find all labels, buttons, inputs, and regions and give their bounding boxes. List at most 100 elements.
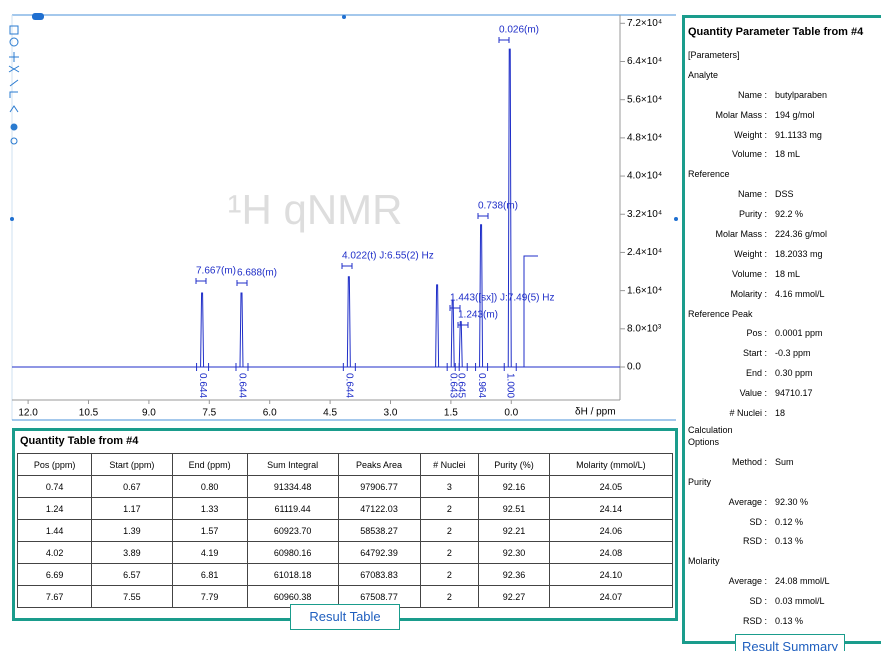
table-cell: 2 xyxy=(419,541,480,564)
summary-value: 18.2033 mg xyxy=(775,248,823,259)
table-cell: 1.24 xyxy=(16,497,93,520)
table-cell: 64792.39 xyxy=(337,541,421,564)
x-axis-label: δH / ppm xyxy=(575,407,616,418)
toolbar[interactable] xyxy=(8,25,20,145)
badge[interactable] xyxy=(32,13,44,20)
table-cell: 0.67 xyxy=(91,475,173,498)
peak-bracket xyxy=(195,278,207,284)
summary-value: DSS xyxy=(775,189,794,200)
table-cell: 7.67 xyxy=(16,585,93,608)
summary-value: 0.13 % xyxy=(775,616,804,627)
summary-row: RSD : 0.13 % xyxy=(685,532,881,552)
result-table-tab[interactable]: Result Table xyxy=(290,604,400,630)
integral-label: 0.645 xyxy=(456,373,467,398)
table-row: 1.44 1.39 1.57 60923.70 58538.27 2 92.21 24.06 xyxy=(16,519,674,542)
table-cell: 1.39 xyxy=(91,519,173,542)
summary-row: Start : -0.3 ppm xyxy=(685,344,881,364)
y-tick-label: 4.8×10⁴ xyxy=(627,133,662,144)
summary-key: Purity : xyxy=(738,209,767,220)
peak xyxy=(435,284,440,368)
summary-value: 24.08 mmol/L xyxy=(775,576,830,587)
summary-row: Purity : 92.2 % xyxy=(685,205,881,225)
summary-key: Weight : xyxy=(734,248,767,259)
table-cell: 2 xyxy=(419,519,480,542)
table-cell: 24.07 xyxy=(548,585,674,608)
peak xyxy=(450,299,455,368)
table-cell: 6.81 xyxy=(171,563,248,586)
summary-value: 0.13 % xyxy=(775,536,804,547)
table-cell: 24.05 xyxy=(548,475,674,498)
table-cell: 4.02 xyxy=(16,541,93,564)
table-row: 7.67 7.55 7.79 60960.38 67508.77 2 92.27 24.07 xyxy=(16,585,674,608)
table-cell: 92.30 xyxy=(478,541,550,564)
integral-bracket xyxy=(235,363,249,371)
summary-key: Volume : xyxy=(731,149,767,160)
column-header: Molarity (mmol/L) xyxy=(548,453,674,476)
integral-bracket xyxy=(342,363,356,371)
x-tick-label: 10.5 xyxy=(79,408,99,419)
section-heading: Reference xyxy=(688,169,730,180)
integral-bracket xyxy=(503,363,517,371)
peak xyxy=(200,292,205,368)
table-row: 0.74 0.67 0.80 91334.48 97906.77 3 92.16 24.05 xyxy=(16,475,674,498)
table-cell: 60923.70 xyxy=(246,519,339,542)
summary-title: Quantity Parameter Table from #4 xyxy=(688,26,864,38)
y-tick-label: 7.2×10⁴ xyxy=(627,18,662,29)
column-header: # Nuclei xyxy=(419,453,480,476)
integral-label: 0.964 xyxy=(476,373,487,398)
summary-row: Weight : 91.1133 mg xyxy=(685,126,881,146)
table-cell: 7.79 xyxy=(171,585,248,608)
summary-value: 194 g/mol xyxy=(775,109,815,120)
summary-key: Average : xyxy=(728,496,767,507)
peak-bracket xyxy=(457,322,469,328)
peak xyxy=(507,48,512,368)
x-tick-label: 1.5 xyxy=(444,408,458,419)
table-cell: 92.51 xyxy=(478,497,550,520)
x-tick-label: 12.0 xyxy=(18,408,38,419)
table-cell: 24.08 xyxy=(548,541,674,564)
peak-bracket xyxy=(236,280,248,286)
table-cell: 92.16 xyxy=(478,475,550,498)
section-heading: Reference Peak xyxy=(688,308,753,319)
summary-key: Molar Mass : xyxy=(715,229,767,240)
peak-bracket xyxy=(498,37,510,43)
summary-value: 0.03 mmol/L xyxy=(775,596,825,607)
table-row: 1.24 1.17 1.33 61119.44 47122.03 2 92.51 24.14 xyxy=(16,497,674,520)
peak xyxy=(458,321,463,368)
section-heading: Molarity xyxy=(688,556,720,567)
x-tick-label: 0.0 xyxy=(504,408,518,419)
handle[interactable] xyxy=(10,217,14,221)
handle[interactable] xyxy=(674,217,678,221)
summary-value: 91.1133 mg xyxy=(775,129,822,140)
summary-row: Molar Mass : 224.36 g/mol xyxy=(685,225,881,245)
peak-label: 0.026(m) xyxy=(499,25,539,36)
handle[interactable] xyxy=(342,15,346,19)
summary-row: Volume : 18 mL xyxy=(685,265,881,285)
y-tick-label: 5.6×10⁴ xyxy=(627,94,662,105)
peak xyxy=(479,224,484,368)
integral-bracket xyxy=(196,363,210,371)
summary-value: 92.2 % xyxy=(775,209,804,220)
y-tick-label: 8.0×10³ xyxy=(627,323,662,334)
y-tick-label: 6.4×10⁴ xyxy=(627,56,662,67)
summary-key: Pos : xyxy=(746,328,767,339)
summary-key: End : xyxy=(745,368,767,379)
column-header: Purity (%) xyxy=(478,453,550,476)
table-row: 4.02 3.89 4.19 60980.16 64792.39 2 92.30 24.08 xyxy=(16,541,674,564)
integral-label: 0.643 xyxy=(448,373,459,398)
section-heading: Purity xyxy=(688,476,712,487)
summary-key: Name : xyxy=(737,89,767,100)
summary-key: Volume : xyxy=(731,268,767,279)
column-header: Pos (ppm) xyxy=(16,453,93,476)
result-summary-tab[interactable]: Result Summary xyxy=(735,634,845,651)
summary-value: 0.12 % xyxy=(775,516,804,527)
section-heading: Calculation Options xyxy=(688,424,733,447)
table-cell: 1.44 xyxy=(16,519,93,542)
table-cell: 92.27 xyxy=(478,585,550,608)
integral-curve xyxy=(512,255,538,368)
table-cell: 4.19 xyxy=(171,541,248,564)
table-cell: 3 xyxy=(419,475,480,498)
table-cell: 91334.48 xyxy=(246,475,339,498)
y-tick-label: 4.0×10⁴ xyxy=(627,171,662,182)
summary-key: SD : xyxy=(749,516,767,527)
